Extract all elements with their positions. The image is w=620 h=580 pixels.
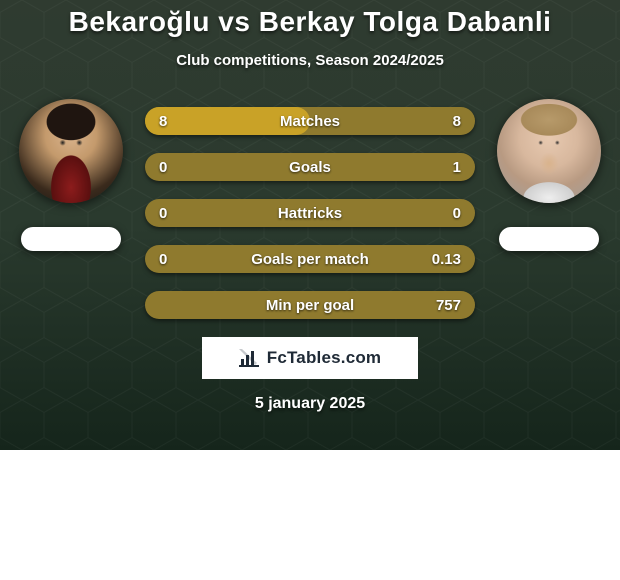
bottom-whitespace: [0, 450, 620, 580]
stat-value-right: 757: [436, 297, 461, 314]
stat-bar-matches: 8 Matches 8: [145, 107, 475, 135]
compare-row: 8 Matches 8 0 Goals 1 0 Hattricks 0 0 Goals per ma…: [0, 99, 620, 319]
stat-value-left: 0: [159, 159, 167, 176]
stat-label: Matches: [280, 113, 340, 130]
stat-label: Goals per match: [251, 251, 369, 268]
stat-value-left: 0: [159, 251, 167, 268]
stat-value-left: 0: [159, 205, 167, 222]
stat-label: Goals: [289, 159, 331, 176]
stat-value-right: 1: [453, 159, 461, 176]
stat-value-left: 8: [159, 113, 167, 130]
club-pill-right: [499, 227, 599, 251]
stat-value-right: 0.13: [432, 251, 461, 268]
club-pill-left: [21, 227, 121, 251]
player-left: [11, 99, 131, 251]
date-label: 5 january 2025: [255, 395, 365, 413]
stat-value-right: 0: [453, 205, 461, 222]
avatar-right: [497, 99, 601, 203]
stat-bar-min-per-goal: Min per goal 757: [145, 291, 475, 319]
page-title: Bekaroğlu vs Berkay Tolga Dabanli: [69, 6, 552, 38]
stat-value-right: 8: [453, 113, 461, 130]
stat-label: Min per goal: [266, 297, 354, 314]
stat-bar-goals: 0 Goals 1: [145, 153, 475, 181]
stat-bar-hattricks: 0 Hattricks 0: [145, 199, 475, 227]
stat-label: Hattricks: [278, 205, 342, 222]
player-right: [489, 99, 609, 251]
avatar-left: [19, 99, 123, 203]
subtitle: Club competitions, Season 2024/2025: [176, 52, 444, 69]
brand-text: FcTables.com: [267, 348, 382, 368]
stat-bar-goals-per-match: 0 Goals per match 0.13: [145, 245, 475, 273]
stats-list: 8 Matches 8 0 Goals 1 0 Hattricks 0 0 Goals per ma…: [145, 99, 475, 319]
comparison-card: Bekaroğlu vs Berkay Tolga Dabanli Club c…: [0, 0, 620, 450]
chart-icon: [239, 349, 261, 367]
brand-box[interactable]: FcTables.com: [202, 337, 418, 379]
